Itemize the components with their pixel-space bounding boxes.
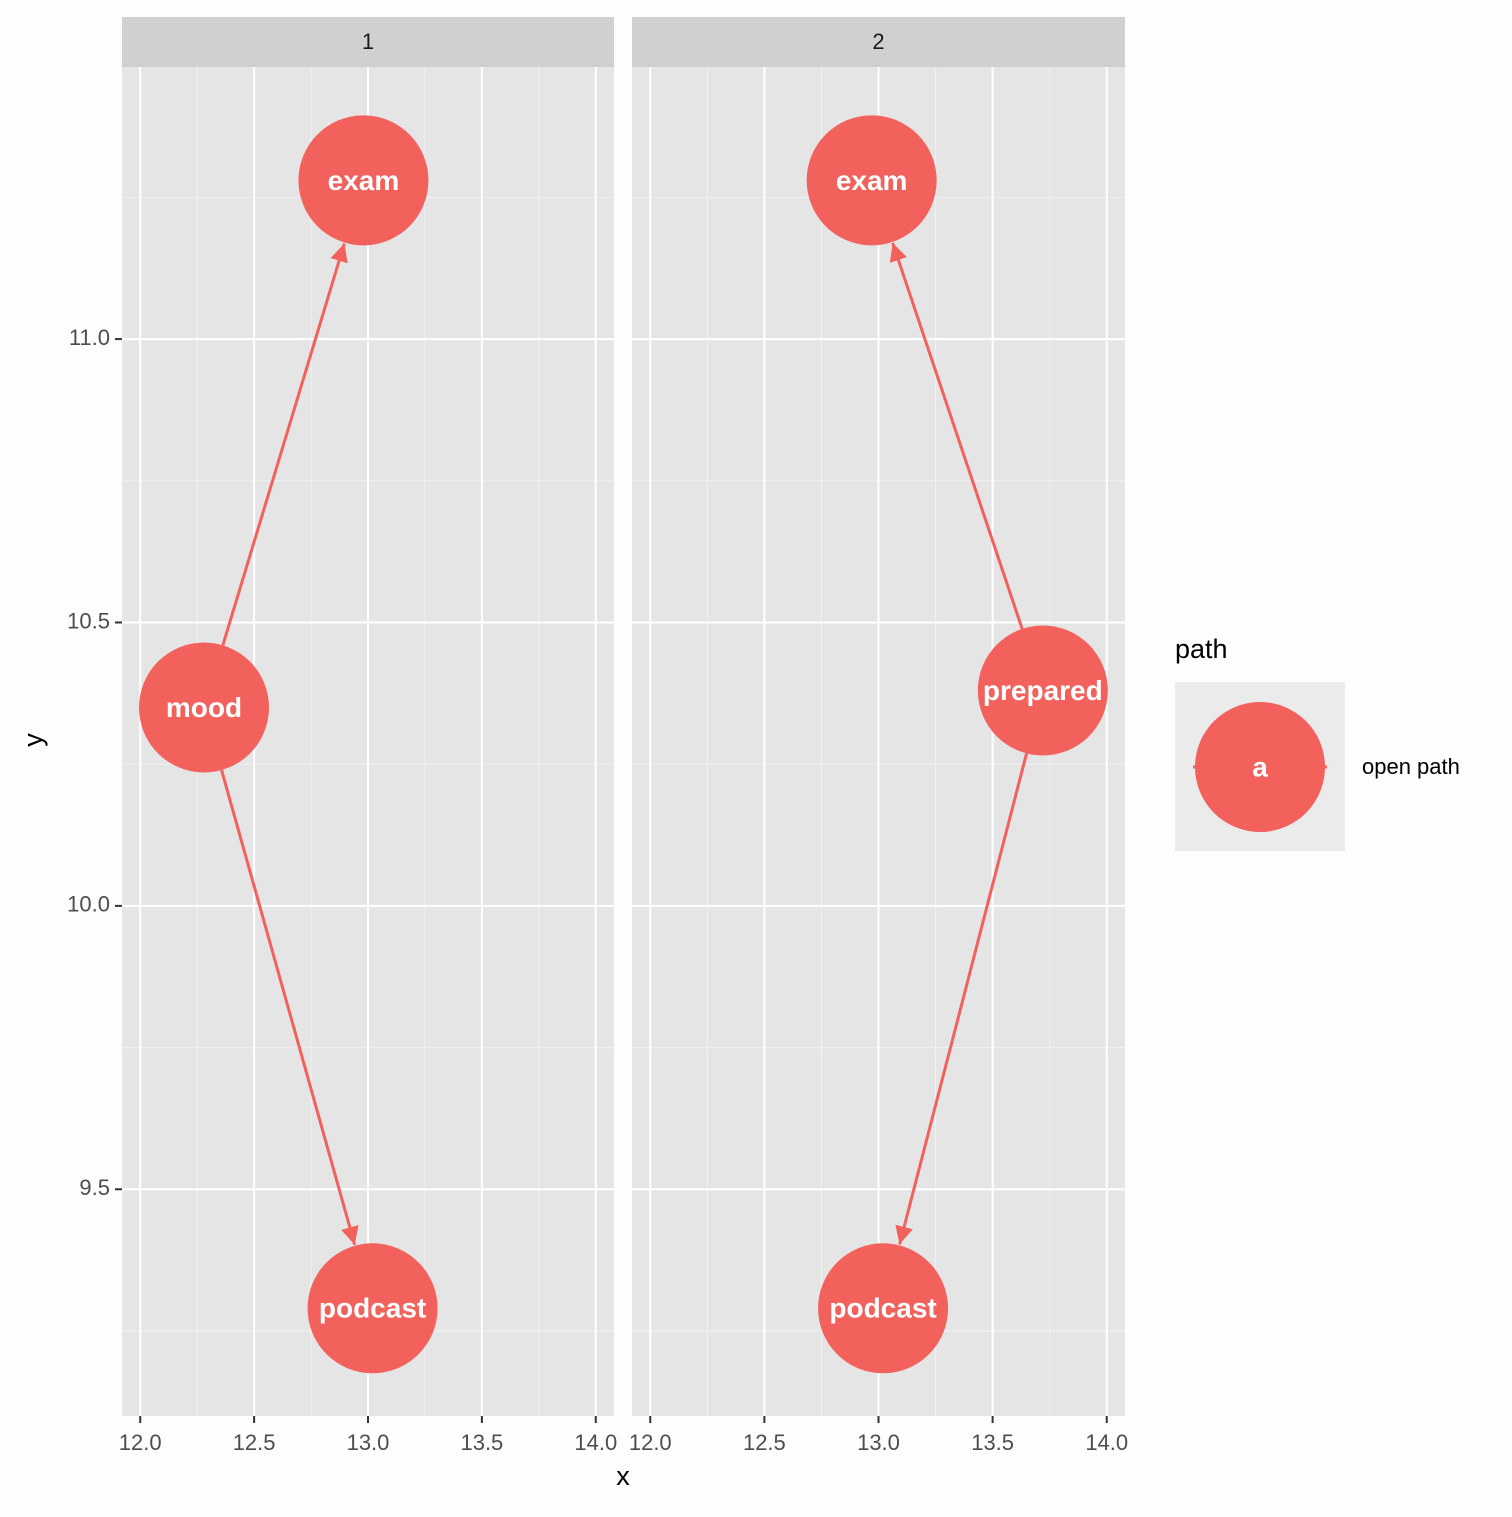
node <box>818 1243 949 1374</box>
node <box>139 642 269 773</box>
y-tick-label: 11.0 <box>69 325 110 350</box>
node-label: mood <box>166 692 242 723</box>
legend-key <box>1195 702 1325 832</box>
y-tick-label: 10.5 <box>67 608 110 633</box>
x-tick-label: 12.5 <box>743 1430 786 1455</box>
node <box>977 625 1108 756</box>
edge <box>221 243 348 646</box>
node-label: exam <box>328 165 400 196</box>
node-label: exam <box>836 165 908 196</box>
edge <box>895 753 1029 1245</box>
node <box>806 115 937 246</box>
node-label: podcast <box>829 1293 936 1324</box>
x-tick-label: 13.0 <box>347 1430 390 1455</box>
facet-strip <box>122 17 614 67</box>
y-tick-label: 9.5 <box>79 1175 110 1200</box>
legend-label: open path <box>1362 754 1460 779</box>
x-tick-label: 13.5 <box>971 1430 1014 1455</box>
legend-title: path <box>1175 634 1228 664</box>
x-tick-label: 12.0 <box>629 1430 672 1455</box>
node <box>307 1243 438 1374</box>
node-label: prepared <box>983 675 1103 706</box>
node <box>298 115 429 246</box>
legend-key-label: a <box>1252 751 1268 782</box>
x-tick-label: 14.0 <box>1085 1430 1128 1455</box>
edge <box>889 242 1024 630</box>
facet-strip-label: 2 <box>872 29 884 54</box>
x-tick-label: 13.5 <box>460 1430 503 1455</box>
node-label: podcast <box>319 1293 426 1324</box>
edge <box>220 769 359 1246</box>
y-tick-label: 10.0 <box>67 892 110 917</box>
x-tick-label: 12.5 <box>233 1430 276 1455</box>
x-tick-label: 14.0 <box>574 1430 617 1455</box>
x-tick-label: 12.0 <box>119 1430 162 1455</box>
facet-strip <box>632 17 1125 67</box>
facet-strip-label: 1 <box>362 29 374 54</box>
x-tick-label: 13.0 <box>857 1430 900 1455</box>
y-axis-title: y <box>18 733 48 747</box>
x-axis-title: x <box>616 1461 630 1491</box>
